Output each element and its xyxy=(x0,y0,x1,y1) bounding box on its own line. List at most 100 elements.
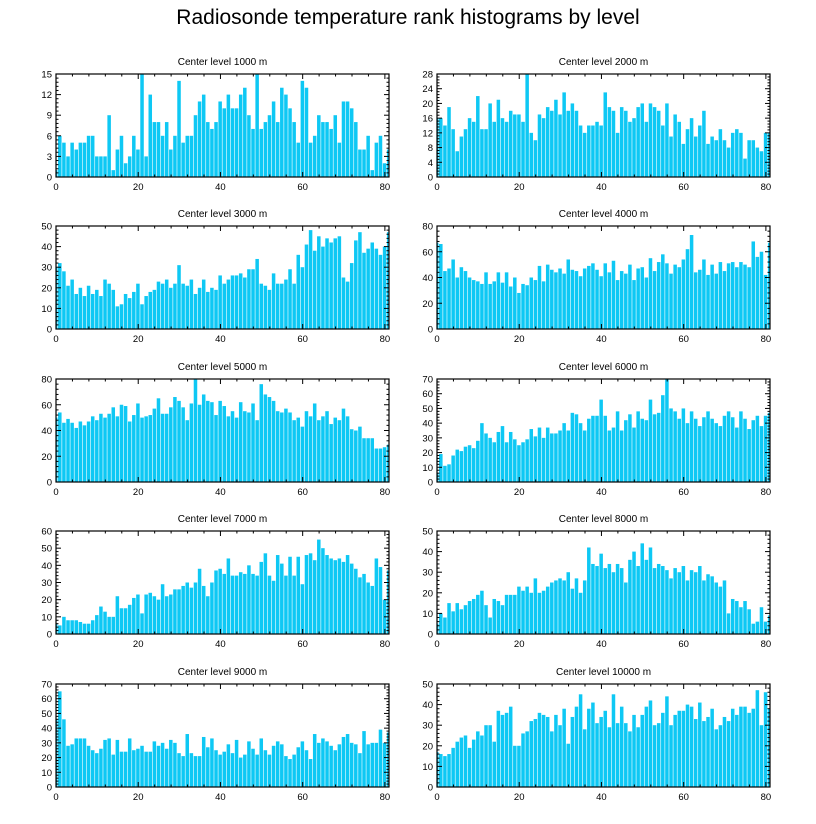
histogram-bar xyxy=(574,414,579,482)
x-tick-label: 60 xyxy=(678,792,689,803)
histogram-bar xyxy=(467,747,472,787)
histogram-bar xyxy=(308,416,313,482)
histogram-bar xyxy=(562,423,566,482)
histogram-bar xyxy=(730,132,735,177)
histogram-bar xyxy=(140,74,144,177)
histogram-bar xyxy=(222,406,227,482)
histogram-bar xyxy=(70,422,74,482)
histogram-bar xyxy=(144,594,148,634)
histogram-bar xyxy=(677,418,682,482)
histogram-bar xyxy=(718,129,723,177)
x-tick-label: 80 xyxy=(380,792,391,803)
histogram-bar xyxy=(628,121,632,177)
histogram-bar xyxy=(492,598,497,634)
histogram-bar xyxy=(341,408,346,482)
histogram-bar xyxy=(628,264,632,329)
y-tick-label: 6 xyxy=(47,131,52,142)
histogram-bar xyxy=(386,232,389,329)
histogram-bar xyxy=(70,279,74,329)
histogram-bar xyxy=(455,741,460,787)
histogram-bar xyxy=(119,404,124,482)
histogram-bar xyxy=(554,580,558,634)
histogram-bar xyxy=(234,739,239,787)
y-tick-label: 0 xyxy=(428,478,433,489)
histogram-bar xyxy=(693,272,698,329)
histogram-bar xyxy=(370,170,375,177)
histogram-bar xyxy=(337,558,342,634)
histogram-bar xyxy=(484,129,488,177)
histogram-bar xyxy=(251,403,255,482)
histogram-bar xyxy=(471,598,476,634)
x-tick-label: 20 xyxy=(133,792,144,803)
histogram-bar xyxy=(730,417,735,482)
y-tick-label: 60 xyxy=(422,247,433,258)
histogram-bar xyxy=(550,269,554,329)
histogram-bar xyxy=(99,748,103,787)
histogram-bar xyxy=(661,712,665,787)
histogram-bar xyxy=(628,731,632,787)
histogram-bar xyxy=(607,563,612,634)
histogram-bar xyxy=(136,748,140,787)
histogram-bar xyxy=(463,605,468,634)
histogram-bar xyxy=(214,415,218,482)
histogram-chart: 0 10 20 30 40 50 60 70 0 20 40 60 80 xyxy=(422,375,771,499)
histogram-bar xyxy=(739,706,743,787)
histogram-bar xyxy=(521,283,525,329)
histogram-bar xyxy=(496,710,501,787)
histogram-bar xyxy=(115,596,120,634)
histogram-bar xyxy=(447,754,451,787)
x-tick-label: 20 xyxy=(133,487,144,498)
histogram-bar xyxy=(611,110,616,177)
histogram-bar xyxy=(218,275,222,329)
histogram-bar xyxy=(706,574,710,634)
histogram-bar xyxy=(58,263,62,329)
histogram-bar xyxy=(144,416,148,482)
histogram-bar xyxy=(525,74,529,177)
histogram-bar xyxy=(541,714,546,787)
histogram-bar xyxy=(181,407,185,482)
panel-title: Center level 9000 m xyxy=(177,667,268,678)
histogram-bar xyxy=(378,729,383,787)
histogram-bar xyxy=(533,280,538,329)
histogram-bar xyxy=(471,448,476,482)
y-tick-label: 10 xyxy=(41,612,52,623)
histogram-bar xyxy=(619,107,624,177)
histogram-bar xyxy=(480,423,484,482)
histogram-bar xyxy=(90,620,95,634)
histogram-bar xyxy=(66,418,70,482)
histogram-bar xyxy=(759,725,764,787)
histogram-bar xyxy=(234,275,239,329)
panel-title: Center level 8000 m xyxy=(558,514,649,525)
histogram-bar xyxy=(349,429,354,482)
histogram-bar xyxy=(467,445,472,482)
histogram-bar xyxy=(648,547,653,634)
histogram-bar xyxy=(603,415,608,482)
histogram-bar xyxy=(222,108,227,177)
histogram-bar xyxy=(160,584,165,634)
histogram-bar xyxy=(66,745,70,787)
histogram-bar xyxy=(640,103,645,177)
histogram-bar xyxy=(337,744,342,787)
histogram-bar xyxy=(358,753,362,787)
x-tick-label: 40 xyxy=(215,639,226,650)
x-tick-label: 0 xyxy=(434,487,439,498)
y-tick-label: 24 xyxy=(422,84,433,95)
histogram-bar xyxy=(95,156,99,177)
y-tick-label: 20 xyxy=(41,753,52,764)
histogram-bar xyxy=(619,706,624,787)
histogram-bar xyxy=(136,149,140,177)
histogram-bar xyxy=(284,94,288,177)
histogram-bar xyxy=(206,596,210,634)
histogram-bar xyxy=(56,417,58,482)
y-tick-label: 12 xyxy=(41,90,52,101)
histogram-bar xyxy=(362,149,366,177)
histogram-bar xyxy=(82,623,87,634)
histogram-bar xyxy=(56,170,58,177)
histogram-bar xyxy=(554,714,558,787)
x-tick-label: 60 xyxy=(297,639,308,650)
y-tick-label: 0 xyxy=(47,325,52,336)
histogram-bar xyxy=(62,142,66,177)
histogram-bar xyxy=(570,588,575,634)
histogram-bar xyxy=(677,710,682,787)
histogram-bar xyxy=(95,615,99,634)
